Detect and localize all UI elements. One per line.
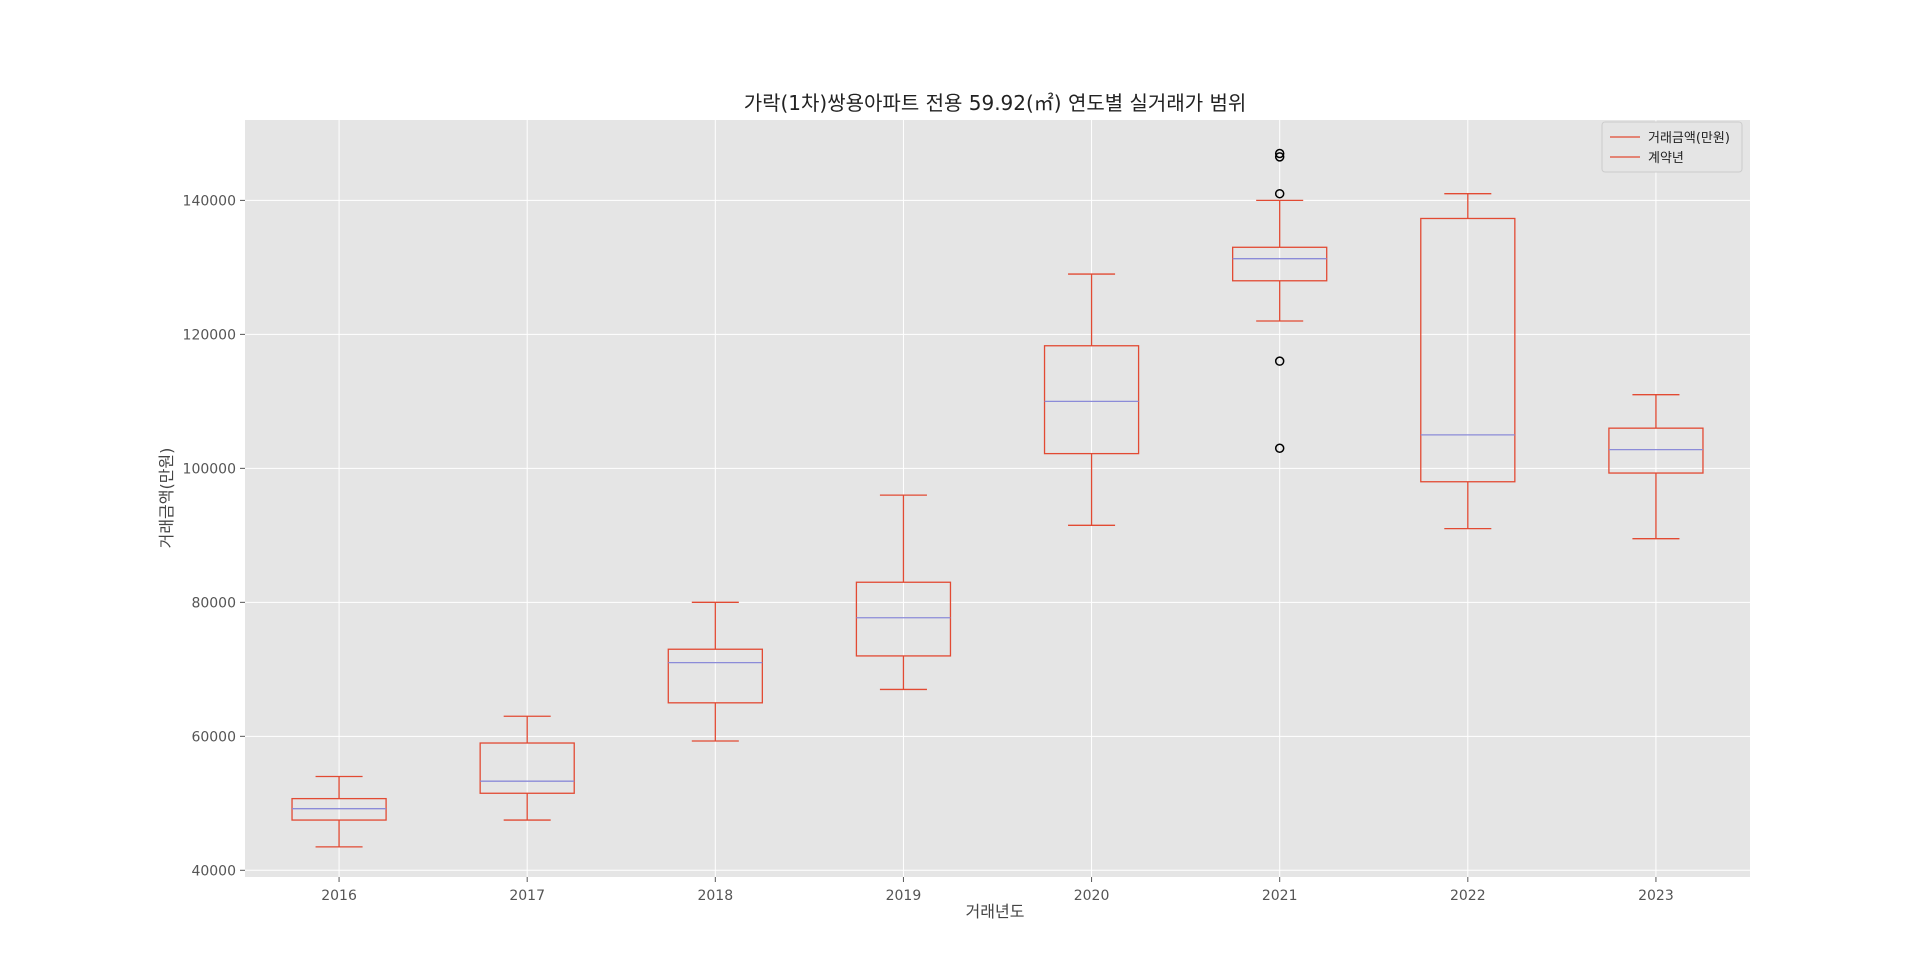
plot-area xyxy=(245,120,1750,877)
box-2021 xyxy=(1232,148,1328,454)
x-axis: 2016 2017 2018 2019 2020 2021 2022 2023 xyxy=(321,877,1674,904)
x-tick-label: 2021 xyxy=(1262,888,1298,904)
box-iqr xyxy=(291,797,387,821)
legend-entry: 계약년 xyxy=(1648,151,1684,166)
y-tick-label: 140000 xyxy=(183,193,236,209)
box-iqr xyxy=(667,648,763,704)
x-tick-label: 2022 xyxy=(1450,888,1486,904)
outlier-point xyxy=(1274,356,1285,366)
x-tick-label: 2020 xyxy=(1074,888,1110,904)
y-tick-label: 80000 xyxy=(191,595,236,611)
box-2020 xyxy=(1043,273,1140,526)
box-2022 xyxy=(1420,193,1516,530)
y-tick-label: 100000 xyxy=(183,461,236,477)
box-iqr xyxy=(479,742,575,794)
legend-entry: 거래금액(만원) xyxy=(1648,131,1730,146)
x-tick-label: 2023 xyxy=(1638,888,1674,904)
legend: 거래금액(만원) 계약년 xyxy=(1601,121,1743,173)
box-2016 xyxy=(291,775,387,848)
x-tick-label: 2019 xyxy=(886,888,922,904)
y-axis-label: 거래금액(만원) xyxy=(157,448,176,549)
y-tick-label: 120000 xyxy=(183,327,236,343)
x-axis-label: 거래년도 xyxy=(966,902,1025,921)
boxes-group xyxy=(291,148,1704,848)
outlier-point xyxy=(1274,443,1285,454)
y-tick-label: 40000 xyxy=(191,863,236,879)
outlier-point xyxy=(1274,148,1285,159)
y-axis: 40000 60000 80000 100000 120000 140000 xyxy=(183,193,245,879)
legend-frame xyxy=(1601,121,1743,173)
box-2019 xyxy=(855,494,952,691)
x-tick-label: 2017 xyxy=(509,888,545,904)
box-2023 xyxy=(1608,394,1704,540)
box-iqr xyxy=(1420,217,1516,483)
box-iqr xyxy=(1232,246,1328,282)
outlier-point xyxy=(1274,152,1285,162)
box-iqr xyxy=(855,581,952,657)
x-tick-label: 2018 xyxy=(697,888,733,904)
box-iqr xyxy=(1608,427,1704,474)
box-iqr xyxy=(1043,345,1140,455)
outlier-point xyxy=(1274,188,1285,199)
x-tick-label: 2016 xyxy=(321,888,357,904)
box-2017 xyxy=(479,715,575,821)
y-tick-label: 60000 xyxy=(191,729,236,745)
chart-title: 가락(1차)쌍용아파트 전용 59.92(㎡) 연도별 실거래가 범위 xyxy=(744,91,1247,115)
box-2018 xyxy=(667,601,763,742)
